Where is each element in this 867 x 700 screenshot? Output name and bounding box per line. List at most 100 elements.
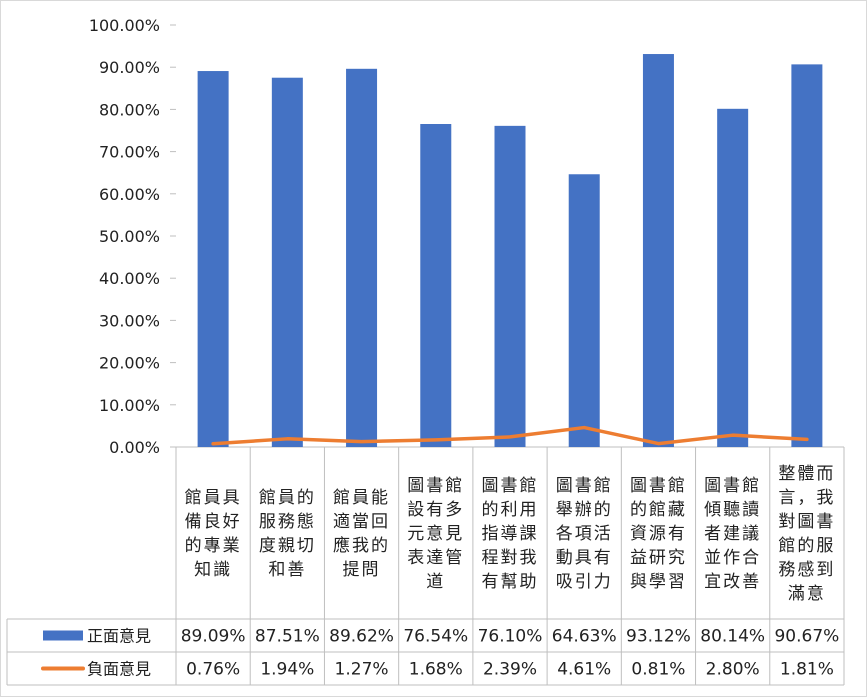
y-tick-label: 60.00% [99, 185, 160, 204]
category-label-line: 度親切 [259, 536, 316, 556]
category-label-line: 並作合 [704, 548, 761, 568]
category-label-line: 程對我 [482, 548, 539, 568]
y-tick-label: 70.00% [99, 143, 160, 162]
positive-cell-6: 64.63% [552, 627, 617, 647]
category-label-line: 元意見 [407, 524, 464, 544]
positive-cell-9: 90.67% [774, 627, 839, 647]
category-label-line: 指導課 [482, 524, 539, 544]
category-label-line: 整體而 [778, 464, 835, 484]
positive-cell-8: 80.14% [700, 627, 765, 647]
y-tick-label: 30.00% [99, 311, 160, 330]
category-label-line: 滿意 [788, 584, 826, 604]
category-label-line: 者建議 [704, 524, 761, 544]
line-point-1 [212, 442, 214, 445]
line-point-3 [360, 440, 363, 443]
positive-cell-7: 93.12% [626, 627, 691, 647]
positive-cell-3: 89.62% [329, 627, 394, 647]
positive-cell-2: 87.51% [255, 627, 320, 647]
category-label-line: 服務態 [259, 512, 316, 532]
negative-cell-8: 2.80% [706, 660, 760, 680]
bar-9 [791, 64, 823, 447]
category-label-line: 舉辦的 [556, 500, 613, 520]
y-tick-label: 10.00% [99, 396, 160, 415]
bar-3 [346, 68, 378, 448]
category-label-line: 吸引力 [556, 572, 613, 592]
category-label-line: 設有多 [407, 500, 464, 520]
category-label-line: 圖書館 [556, 476, 613, 496]
category-label-line: 圖書館 [630, 476, 687, 496]
category-label-line: 言，我 [778, 488, 835, 508]
bar-6 [568, 174, 600, 447]
line-point-9 [806, 438, 808, 441]
line-point-2 [286, 438, 289, 440]
y-tick-label: 90.00% [99, 58, 160, 77]
y-tick-label: 80.00% [99, 100, 160, 119]
bar-4 [420, 124, 452, 448]
negative-cell-7: 0.81% [631, 660, 685, 680]
category-label-line: 應我的 [333, 535, 390, 556]
positive-legend-swatch [43, 630, 83, 641]
positive-cell-5: 76.10% [478, 627, 543, 647]
line-point-7 [657, 442, 660, 445]
category-label-line: 益研究 [630, 548, 687, 568]
negative-cell-9: 1.81% [780, 660, 834, 680]
bar-5 [494, 125, 526, 447]
positive-cell-1: 89.09% [181, 627, 246, 647]
negative-cell-3: 1.27% [335, 660, 389, 680]
positive-legend-label: 正面意見 [87, 627, 151, 646]
y-tick-label: 100.00% [89, 16, 160, 35]
category-label-line: 館的服 [778, 536, 835, 556]
line-point-4 [434, 439, 437, 441]
category-label-line: 和善 [268, 560, 306, 580]
negative-cell-5: 2.39% [483, 660, 537, 680]
line-point-5 [509, 436, 511, 438]
category-label-line: 提問 [343, 560, 381, 580]
category-label-line: 圖書館 [704, 476, 761, 496]
y-tick-label: 40.00% [99, 269, 160, 288]
negative-cell-6: 4.61% [557, 660, 611, 680]
category-label-line: 館員的 [259, 488, 316, 508]
negative-legend-label: 負面意見 [87, 660, 151, 679]
bar-1 [197, 71, 229, 448]
category-label-line: 的館藏 [630, 500, 687, 520]
line-point-8 [731, 434, 734, 436]
bar-7 [642, 54, 674, 447]
category-label-line: 圖書館 [482, 476, 539, 496]
category-label-line: 的專業 [185, 536, 242, 556]
line-point-6 [583, 426, 586, 429]
category-label-line: 與學習 [630, 572, 687, 592]
category-label-line: 備良好 [185, 512, 242, 532]
category-label-line: 館員具 [185, 488, 242, 508]
category-label-line: 傾聽讀 [704, 500, 761, 520]
category-label-line: 動具有 [556, 548, 613, 568]
negative-cell-1: 0.76% [186, 660, 240, 680]
category-label-line: 館員能 [333, 488, 390, 508]
category-label-line: 宜改善 [704, 572, 761, 592]
bar-8 [717, 108, 749, 447]
category-label-line: 適當回 [333, 512, 390, 532]
category-label-line: 道 [426, 572, 445, 592]
y-tick-label: 20.00% [99, 354, 160, 373]
y-tick-label: 0.00% [109, 438, 160, 457]
category-label-line: 知識 [194, 560, 232, 580]
negative-cell-2: 1.94% [260, 660, 314, 680]
category-label-line: 圖書館 [407, 476, 464, 496]
y-tick-label: 50.00% [99, 227, 160, 246]
positive-cell-4: 76.54% [403, 627, 468, 647]
category-label-line: 有幫助 [482, 572, 539, 592]
category-label-line: 務感到 [778, 560, 835, 580]
negative-cell-4: 1.68% [409, 660, 463, 680]
category-label-line: 對圖書 [778, 512, 835, 532]
category-label-line: 資源有 [630, 524, 687, 544]
category-label-line: 的利用 [482, 500, 539, 520]
category-label-line: 各項活 [556, 524, 613, 544]
